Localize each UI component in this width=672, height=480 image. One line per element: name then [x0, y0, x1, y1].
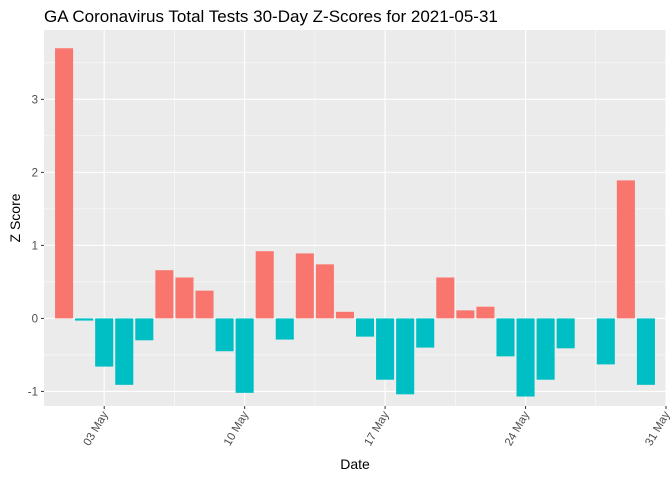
bar: [596, 318, 615, 365]
x-axis-title: Date: [340, 456, 370, 472]
bar: [55, 48, 74, 319]
bar: [215, 318, 234, 352]
x-axis: 03 May 10 May 17 May 24 May 31 May: [82, 406, 672, 448]
bar: [436, 277, 455, 319]
x-tick-label: 03 May: [82, 409, 111, 448]
bar: [135, 318, 154, 341]
bar: [315, 264, 334, 319]
bar: [396, 318, 415, 395]
bar: [536, 318, 555, 380]
bar: [295, 253, 314, 319]
bar: [416, 318, 435, 348]
bar: [75, 318, 94, 321]
bar: [556, 318, 575, 349]
y-axis: -1 0 1 2 3: [28, 94, 44, 398]
bar: [275, 318, 294, 340]
bar: [376, 318, 395, 380]
bar: [115, 318, 134, 385]
bar: [456, 310, 475, 319]
bar: [235, 318, 254, 393]
x-tick-label: 17 May: [362, 409, 391, 448]
bar: [155, 270, 174, 319]
y-tick-label: 1: [32, 240, 38, 252]
bar: [496, 318, 515, 357]
bar: [636, 318, 655, 385]
y-tick-label: -1: [28, 386, 38, 398]
bar: [335, 311, 354, 319]
x-tick-label: 31 May: [643, 409, 672, 448]
x-tick-label: 24 May: [503, 409, 532, 448]
y-tick-label: 2: [32, 167, 38, 179]
bar: [356, 318, 375, 337]
y-tick-label: 0: [32, 313, 38, 325]
bar: [616, 180, 635, 319]
plot-panel: [44, 30, 666, 406]
minor-gridlines: [44, 30, 666, 406]
y-axis-title: Z Score: [7, 193, 23, 242]
bar: [255, 251, 274, 319]
chart-title: GA Coronavirus Total Tests 30-Day Z-Scor…: [44, 7, 498, 26]
bar: [195, 290, 214, 319]
bar: [95, 318, 114, 367]
bars: [55, 48, 655, 397]
y-tick-label: 3: [32, 94, 38, 106]
bar: [175, 277, 194, 319]
x-tick-label: 10 May: [222, 409, 251, 448]
bar: [516, 318, 535, 397]
bar: [476, 306, 495, 319]
